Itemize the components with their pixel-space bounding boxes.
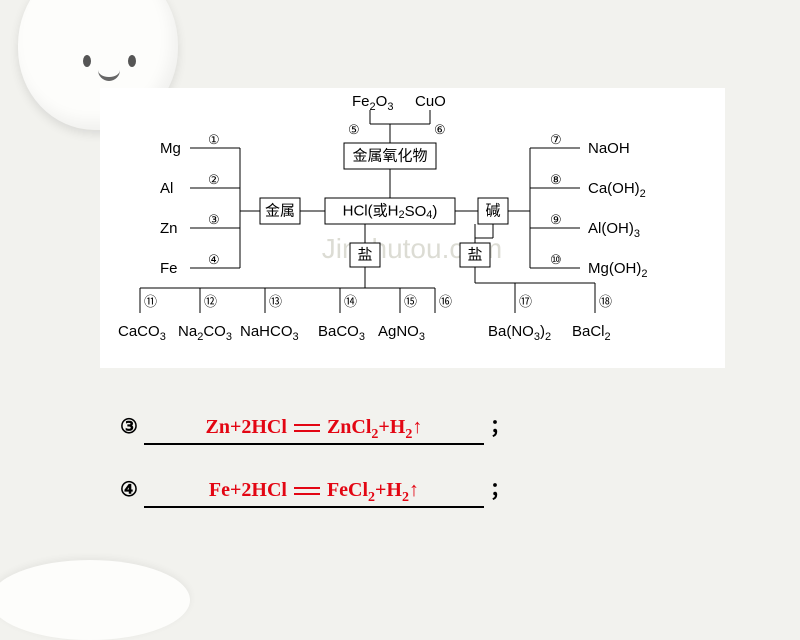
num-6: ⑥	[434, 122, 446, 137]
svg-text:⑦: ⑦	[550, 132, 562, 147]
answer-3: ③ Zn+2HCl ZnCl2+H2↑ ；	[120, 410, 510, 443]
svg-text:CaCO3: CaCO3	[118, 323, 166, 343]
svg-text:Al: Al	[160, 180, 173, 197]
svg-text:⑧: ⑧	[550, 172, 562, 187]
egg-eye-right	[128, 55, 136, 67]
svg-text:NaOH: NaOH	[588, 140, 630, 157]
svg-text:⑪: ⑪	[144, 294, 157, 309]
salt-left-text: 盐	[357, 247, 372, 264]
bottom-left-salts: ⑪ ⑫ ⑬ ⑭ ⑮ ⑯	[140, 288, 452, 313]
svg-text:NaHCO3: NaHCO3	[240, 323, 299, 343]
metal-oxide-text: 金属氧化物	[352, 148, 427, 165]
svg-text:⑬: ⑬	[269, 294, 282, 309]
semicolon: ；	[490, 473, 510, 502]
equals-icon	[294, 487, 320, 495]
base-text: 碱	[485, 203, 500, 220]
svg-text:Al(OH)3: Al(OH)3	[588, 220, 640, 240]
svg-text:⑩: ⑩	[550, 252, 562, 267]
svg-text:BaCO3: BaCO3	[318, 323, 365, 343]
svg-text:⑨: ⑨	[550, 212, 562, 227]
svg-text:②: ②	[208, 172, 220, 187]
svg-text:AgNO3: AgNO3	[378, 323, 425, 343]
svg-text:⑮: ⑮	[404, 294, 417, 309]
chemistry-diagram: Jinchutou.com HCl(或H2SO4) 金属 碱 金属氧化物 盐 盐…	[100, 88, 725, 368]
oxide-1: Fe2O3	[352, 93, 393, 113]
salt-right-text: 盐	[467, 247, 482, 264]
answer-4-marker: ④	[120, 477, 138, 502]
answer-3-marker: ③	[120, 414, 138, 439]
svg-text:Ba(NO3)2: Ba(NO3)2	[488, 323, 551, 343]
svg-text:⑰: ⑰	[519, 294, 532, 309]
left-metals: Mg ① Al ② Zn ③ Fe ④	[160, 132, 240, 277]
answers-block: ③ Zn+2HCl ZnCl2+H2↑ ； ④ Fe+2HCl FeCl2+H2…	[120, 410, 510, 536]
semicolon: ；	[490, 410, 510, 439]
egg-bottom	[0, 560, 190, 640]
svg-text:⑱: ⑱	[599, 294, 612, 309]
right-bases: NaOH ⑦ Ca(OH)2 ⑧ Al(OH)3 ⑨ Mg(OH)2 ⑩	[530, 132, 647, 280]
acid-text: HCl(或H2SO4)	[343, 203, 438, 222]
svg-text:①: ①	[208, 132, 220, 147]
answer-4-blank: Fe+2HCl FeCl2+H2↑	[144, 479, 484, 506]
svg-text:③: ③	[208, 212, 220, 227]
svg-text:④: ④	[208, 252, 220, 267]
svg-text:Na2CO3: Na2CO3	[178, 323, 232, 343]
oxide-2: CuO	[415, 93, 446, 110]
egg-mouth	[98, 65, 120, 81]
answer-4: ④ Fe+2HCl FeCl2+H2↑ ；	[120, 473, 510, 506]
egg-eye-left	[83, 55, 91, 67]
svg-text:⑯: ⑯	[439, 294, 452, 309]
equals-icon	[294, 424, 320, 432]
svg-text:Mg(OH)2: Mg(OH)2	[588, 260, 647, 280]
num-5: ⑤	[348, 122, 360, 137]
svg-text:Zn: Zn	[160, 220, 178, 237]
svg-text:Mg: Mg	[160, 140, 181, 157]
svg-text:BaCl2: BaCl2	[572, 323, 611, 343]
svg-text:Fe: Fe	[160, 260, 178, 277]
svg-text:⑫: ⑫	[204, 294, 217, 309]
metal-text: 金属	[265, 203, 295, 220]
svg-text:⑭: ⑭	[344, 294, 357, 309]
svg-text:Ca(OH)2: Ca(OH)2	[588, 180, 646, 200]
answer-3-blank: Zn+2HCl ZnCl2+H2↑	[144, 416, 484, 443]
